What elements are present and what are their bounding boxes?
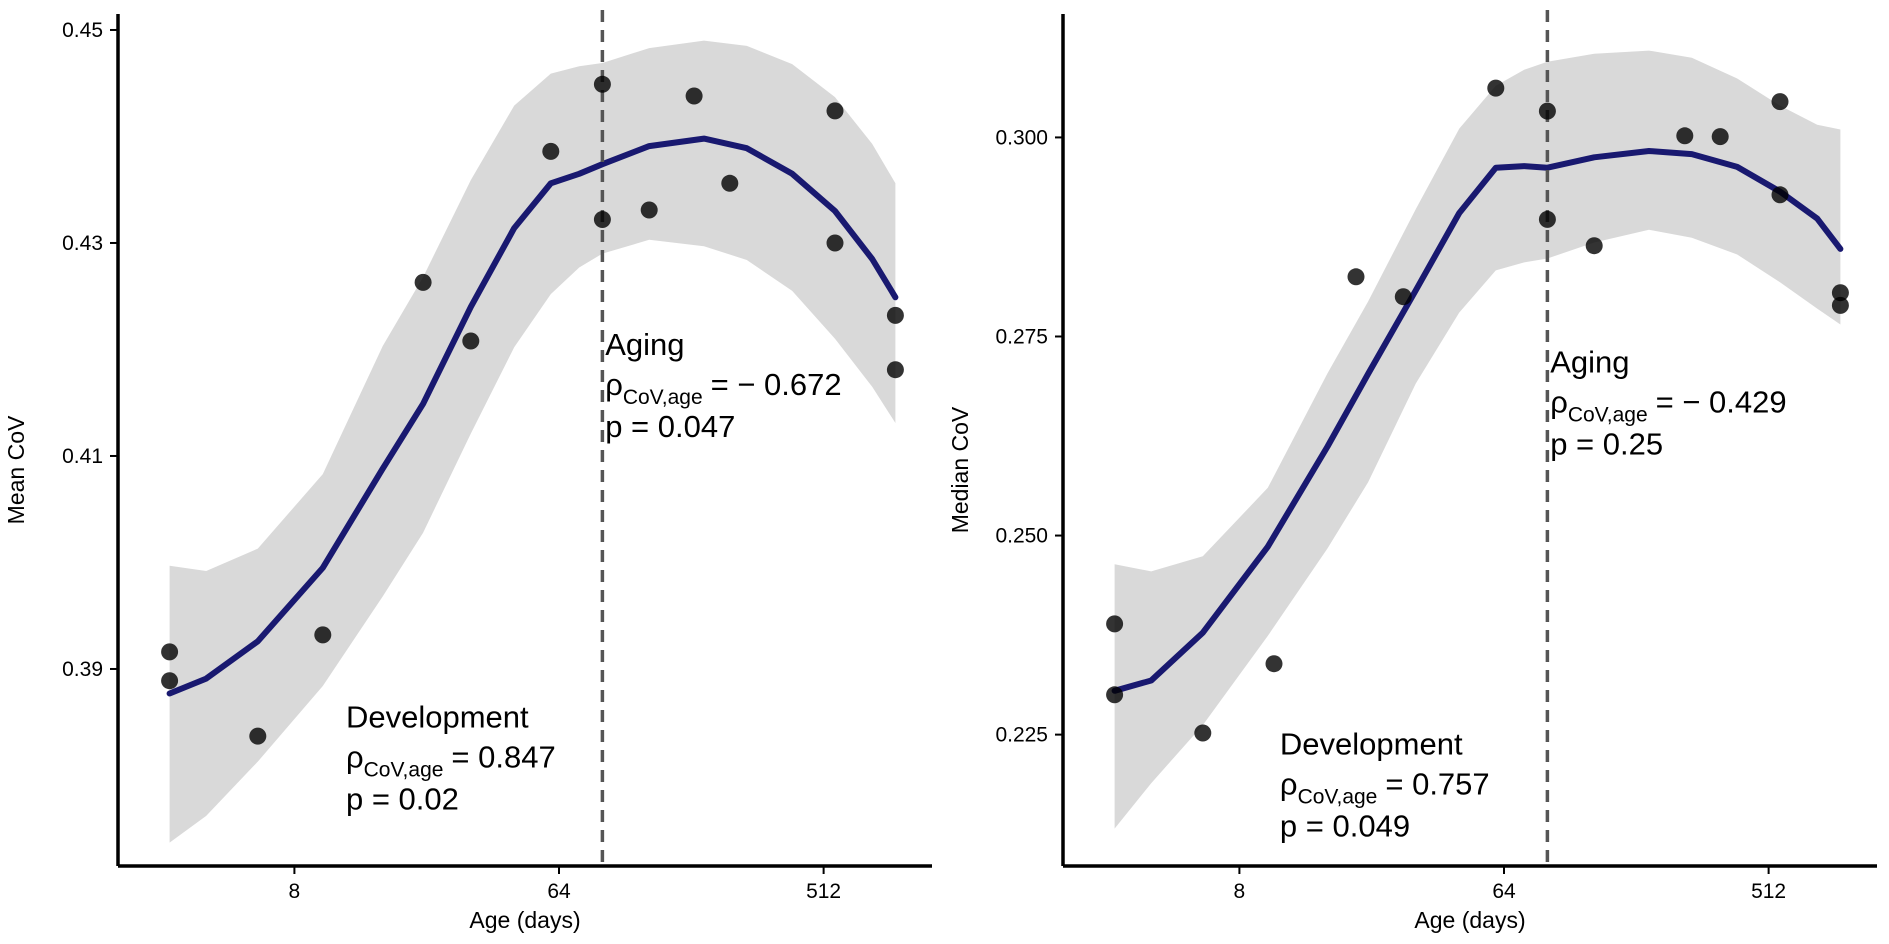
x-tick-label: 64: [1492, 880, 1516, 903]
mean-cov-panel: 0.39 0.41 0.43 0.45 8 64 512 Age (days) Mean CoV…: [3, 10, 932, 933]
rho-symbol: ρ: [1550, 384, 1568, 419]
rho-statistic: ρCoV,age = − 0.429: [1550, 384, 1786, 426]
data-point: [685, 87, 703, 105]
fit-line: [1111, 148, 1844, 694]
data-point: [1711, 128, 1729, 146]
data-point: [1831, 284, 1849, 302]
rho-value: = − 0.672: [711, 367, 842, 402]
data-point: [1771, 93, 1789, 111]
confidence-band: [1114, 50, 1841, 829]
data-point: [1106, 686, 1124, 704]
annotation-title: Aging: [1550, 344, 1629, 379]
annotation-title: Development: [1280, 727, 1463, 762]
data-point: [886, 361, 904, 379]
p-value: p = 0.047: [605, 409, 735, 444]
rho-subscript: CoV,age: [623, 386, 703, 409]
y-axis-title: Mean CoV: [3, 415, 29, 524]
y-tick-label: 0.41: [62, 445, 103, 468]
rho-value: = 0.757: [1385, 767, 1489, 802]
x-tick-label: 512: [1751, 880, 1786, 903]
development-annotation: Development ρCoV,age = 0.757 p = 0.049: [1280, 727, 1490, 844]
data-point: [593, 75, 611, 93]
x-tick-label: 64: [547, 880, 571, 903]
rho-subscript: CoV,age: [364, 759, 444, 782]
x-tick-label: 8: [1234, 880, 1246, 903]
rho-value: = − 0.429: [1656, 384, 1787, 419]
data-point: [886, 306, 904, 324]
rho-symbol: ρ: [605, 367, 623, 402]
data-point: [1676, 127, 1694, 145]
data-point: [1771, 186, 1789, 204]
x-axis-title: Age (days): [1414, 907, 1525, 933]
data-point: [1394, 288, 1412, 306]
fit-line: [166, 135, 899, 697]
data-point: [161, 643, 179, 661]
data-point: [721, 174, 739, 192]
y-tick-label: 0.45: [62, 19, 103, 42]
data-point: [462, 332, 480, 350]
y-tick-label: 0.300: [995, 126, 1048, 149]
rho-symbol: ρ: [346, 740, 364, 775]
data-point: [1347, 268, 1365, 286]
y-axis-title: Median CoV: [947, 406, 973, 533]
data-point: [1265, 655, 1283, 673]
y-tick-label: 0.275: [995, 325, 1048, 348]
data-point: [1585, 237, 1603, 255]
data-point: [314, 626, 332, 644]
rho-subscript: CoV,age: [1568, 403, 1648, 426]
x-tick-label: 8: [289, 880, 301, 903]
rho-symbol: ρ: [1280, 767, 1298, 802]
rho-statistic: ρCoV,age = 0.757: [1280, 767, 1490, 809]
annotation-title: Development: [346, 700, 529, 735]
data-point: [1194, 724, 1212, 742]
rho-statistic: ρCoV,age = − 0.672: [605, 367, 841, 409]
data-point: [161, 672, 179, 690]
median-cov-panel: 0.225 0.250 0.275 0.300 8 64 512 Age (days) Medi…: [947, 10, 1877, 933]
data-point: [593, 211, 611, 228]
data-point: [414, 273, 432, 291]
aging-annotation: Aging ρCoV,age = − 0.672 p = 0.047: [605, 327, 841, 444]
y-tick-label: 0.39: [62, 658, 103, 681]
y-tick-label: 0.43: [62, 232, 103, 255]
rho-statistic: ρCoV,age = 0.847: [346, 740, 556, 782]
data-point: [826, 102, 844, 120]
aging-annotation: Aging ρCoV,age = − 0.429 p = 0.25: [1550, 344, 1786, 461]
data-point: [1106, 615, 1124, 633]
rho-value: = 0.847: [451, 740, 555, 775]
x-tick-label: 512: [806, 880, 841, 903]
y-tick-label: 0.225: [995, 724, 1048, 747]
annotation-title: Aging: [605, 327, 684, 362]
data-point: [826, 234, 844, 252]
p-value: p = 0.049: [1280, 809, 1410, 844]
data-point: [1487, 79, 1505, 97]
data-point: [542, 142, 560, 160]
rho-subscript: CoV,age: [1298, 786, 1378, 809]
x-axis-title: Age (days): [469, 907, 580, 933]
data-point: [249, 727, 267, 745]
development-annotation: Development ρCoV,age = 0.847 p = 0.02: [346, 700, 556, 817]
confidence-band: [169, 40, 896, 843]
data-point: [1538, 102, 1556, 120]
data-point: [1831, 296, 1849, 314]
data-point: [1538, 210, 1556, 228]
y-tick-label: 0.250: [995, 525, 1048, 548]
p-value: p = 0.02: [346, 782, 459, 817]
data-point: [640, 201, 658, 219]
p-value: p = 0.25: [1550, 426, 1663, 461]
